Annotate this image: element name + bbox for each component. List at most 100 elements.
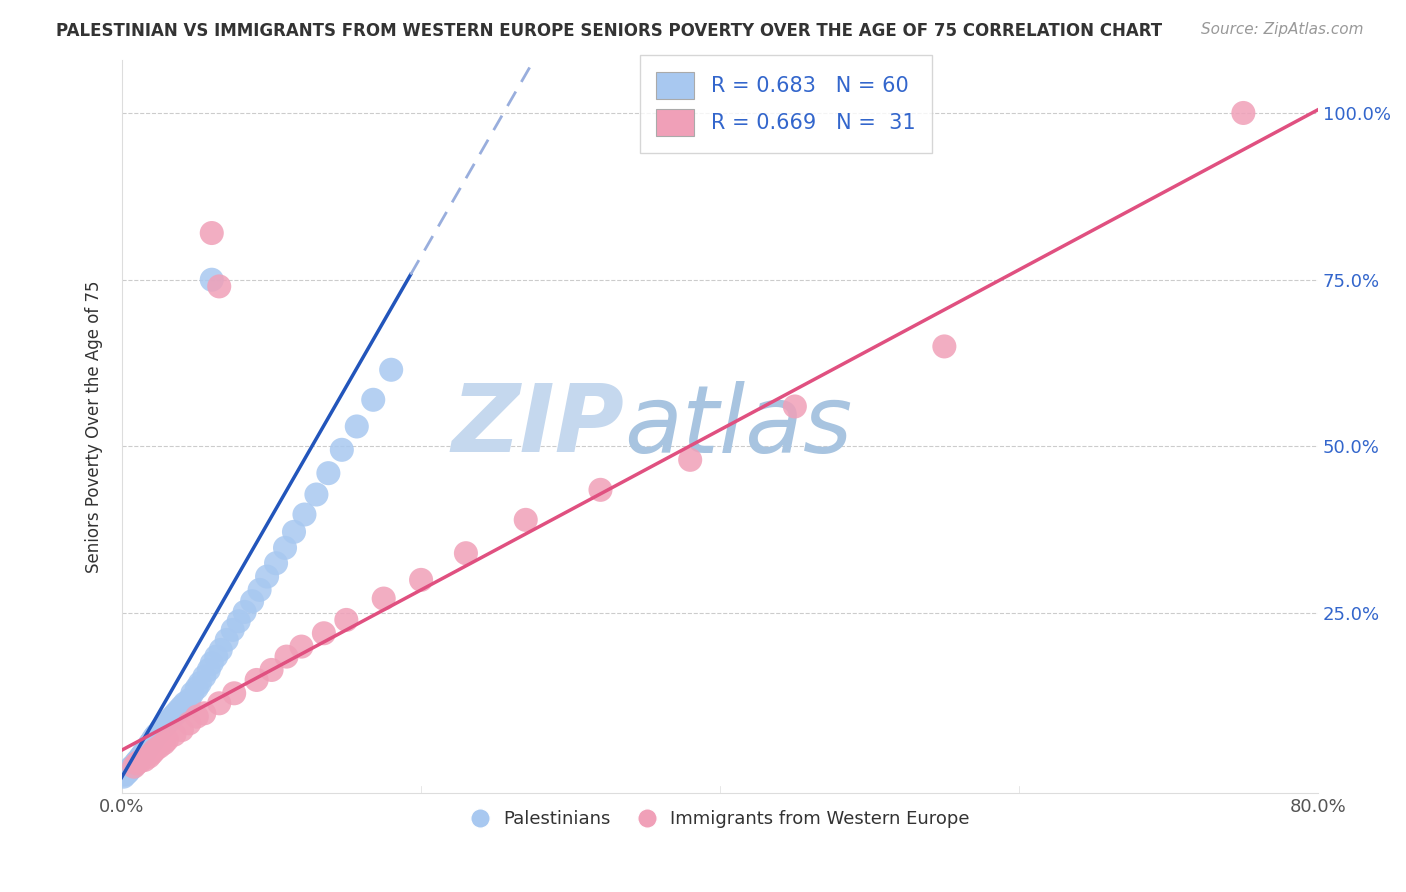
- Point: [240, 594, 263, 608]
- Point: [276, 649, 298, 664]
- Point: [256, 569, 278, 583]
- Point: [246, 673, 269, 687]
- Point: [143, 743, 166, 757]
- Point: [112, 770, 135, 784]
- Point: [186, 681, 208, 695]
- Point: [409, 573, 432, 587]
- Point: [142, 731, 165, 746]
- Point: [143, 730, 166, 744]
- Point: [679, 453, 702, 467]
- Point: [132, 747, 155, 761]
- Point: [201, 226, 224, 240]
- Point: [346, 419, 368, 434]
- Point: [318, 466, 340, 480]
- Point: [515, 513, 537, 527]
- Point: [783, 400, 806, 414]
- Point: [249, 582, 271, 597]
- Point: [934, 339, 956, 353]
- Point: [283, 524, 305, 539]
- Point: [290, 640, 312, 654]
- Point: [260, 663, 283, 677]
- Point: [193, 706, 215, 721]
- Point: [125, 756, 148, 771]
- Point: [201, 273, 224, 287]
- Point: [201, 657, 224, 671]
- Point: [141, 747, 163, 761]
- Legend: Palestinians, Immigrants from Western Europe: Palestinians, Immigrants from Western Eu…: [464, 803, 977, 836]
- Point: [138, 739, 160, 753]
- Point: [173, 696, 195, 710]
- Point: [170, 723, 193, 737]
- Point: [125, 755, 148, 769]
- Point: [330, 442, 353, 457]
- Point: [228, 614, 250, 628]
- Point: [589, 483, 612, 497]
- Point: [197, 663, 219, 677]
- Point: [148, 725, 170, 739]
- Point: [156, 716, 179, 731]
- Point: [181, 686, 204, 700]
- Point: [117, 764, 139, 779]
- Text: PALESTINIAN VS IMMIGRANTS FROM WESTERN EUROPE SENIORS POVERTY OVER THE AGE OF 75: PALESTINIAN VS IMMIGRANTS FROM WESTERN E…: [56, 22, 1163, 40]
- Point: [120, 761, 142, 775]
- Point: [162, 709, 184, 723]
- Text: ZIP: ZIP: [451, 381, 624, 473]
- Point: [221, 623, 243, 637]
- Point: [305, 487, 328, 501]
- Point: [159, 713, 181, 727]
- Point: [274, 541, 297, 555]
- Point: [128, 753, 150, 767]
- Point: [373, 591, 395, 606]
- Point: [186, 709, 208, 723]
- Point: [224, 686, 246, 700]
- Point: [138, 749, 160, 764]
- Point: [208, 279, 231, 293]
- Point: [264, 556, 287, 570]
- Point: [215, 632, 238, 647]
- Point: [163, 728, 186, 742]
- Point: [312, 626, 335, 640]
- Point: [129, 751, 152, 765]
- Point: [141, 734, 163, 748]
- Point: [335, 613, 357, 627]
- Point: [170, 699, 193, 714]
- Point: [131, 749, 153, 764]
- Point: [124, 756, 146, 771]
- Point: [380, 363, 402, 377]
- Point: [165, 706, 187, 721]
- Point: [153, 736, 176, 750]
- Point: [179, 693, 201, 707]
- Point: [153, 720, 176, 734]
- Point: [122, 758, 145, 772]
- Point: [135, 743, 157, 757]
- Point: [156, 733, 179, 747]
- Point: [122, 759, 145, 773]
- Point: [167, 703, 190, 717]
- Point: [114, 767, 136, 781]
- Point: [121, 759, 143, 773]
- Point: [454, 546, 477, 560]
- Point: [1232, 106, 1254, 120]
- Point: [145, 728, 167, 742]
- Point: [294, 508, 316, 522]
- Text: atlas: atlas: [624, 381, 852, 472]
- Text: Source: ZipAtlas.com: Source: ZipAtlas.com: [1201, 22, 1364, 37]
- Point: [193, 670, 215, 684]
- Y-axis label: Seniors Poverty Over the Age of 75: Seniors Poverty Over the Age of 75: [86, 280, 103, 573]
- Point: [179, 716, 201, 731]
- Point: [361, 392, 384, 407]
- Point: [129, 755, 152, 769]
- Point: [233, 605, 256, 619]
- Point: [209, 643, 232, 657]
- Point: [205, 649, 228, 664]
- Point: [148, 739, 170, 754]
- Point: [115, 766, 138, 780]
- Point: [149, 723, 172, 737]
- Point: [136, 741, 159, 756]
- Point: [118, 763, 141, 777]
- Point: [134, 753, 156, 767]
- Point: [139, 736, 162, 750]
- Point: [208, 696, 231, 710]
- Point: [188, 676, 211, 690]
- Point: [134, 745, 156, 759]
